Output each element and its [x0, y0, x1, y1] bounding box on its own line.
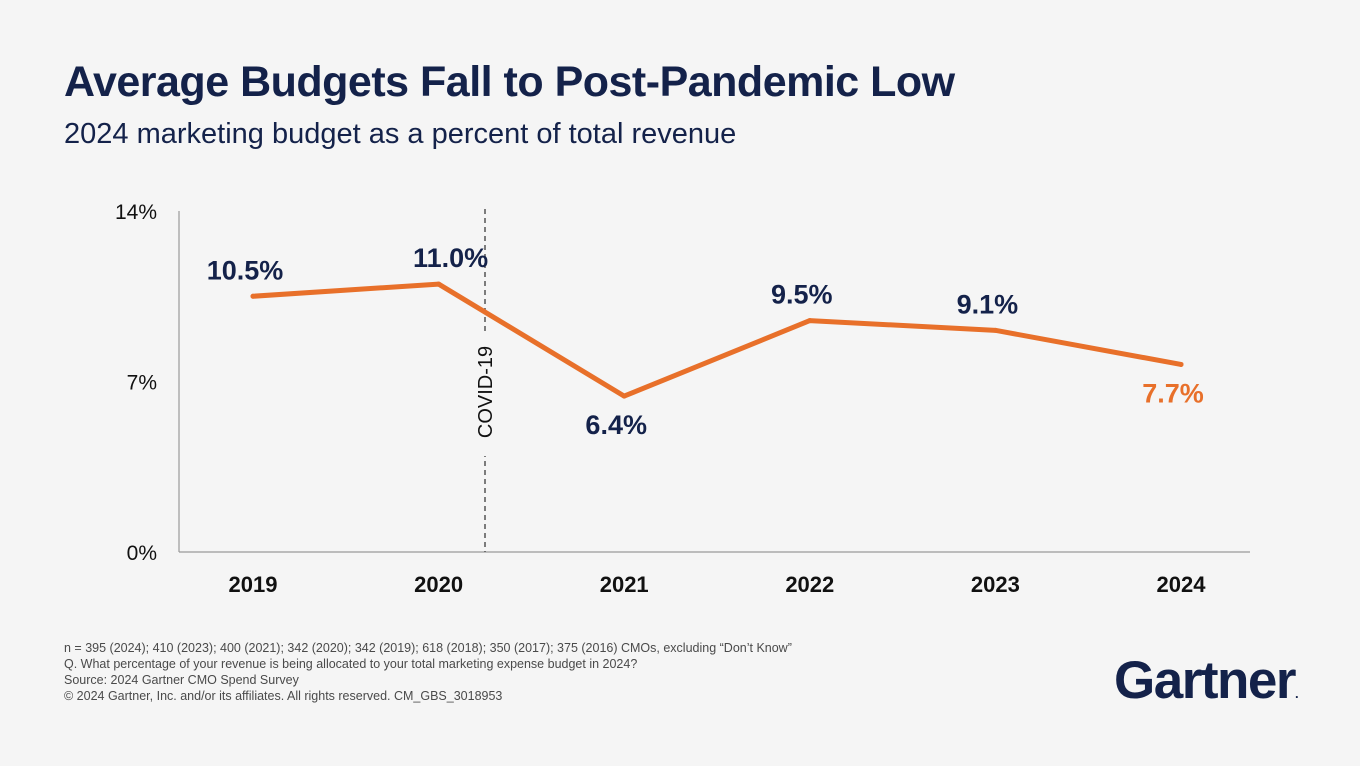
data-labels: 10.5% 11.0% 6.4% 9.5% 9.1% 7.7%	[207, 243, 1204, 440]
data-label-2021: 6.4%	[585, 410, 647, 440]
x-tick-label: 2023	[971, 572, 1020, 597]
x-tick-label: 2024	[1157, 572, 1207, 597]
x-tick-labels: 2019 2020 2021 2022 2023 2024	[229, 572, 1207, 597]
x-tick-label: 2019	[229, 572, 278, 597]
data-label-2019: 10.5%	[207, 255, 284, 285]
data-label-2020: 11.0%	[413, 243, 488, 273]
logo-text: Gartner	[1114, 651, 1296, 710]
x-tick-label: 2020	[414, 572, 463, 597]
data-label-2022: 9.5%	[771, 280, 833, 310]
data-points	[250, 281, 1184, 399]
data-label-2024: 7.7%	[1142, 378, 1204, 408]
chart-title: Average Budgets Fall to Post-Pandemic Lo…	[64, 58, 955, 106]
y-tick-labels: 0% 7% 14%	[115, 201, 157, 565]
y-tick-label: 7%	[127, 372, 157, 395]
covid-label: COVID-19	[475, 346, 497, 438]
data-label-2023: 9.1%	[957, 289, 1019, 319]
data-point-2019	[250, 293, 256, 299]
y-tick-label: 0%	[127, 542, 157, 565]
data-point-2024	[1178, 361, 1184, 367]
footnote-sample-size: n = 395 (2024); 410 (2023); 400 (2021); …	[64, 641, 792, 655]
series-line	[250, 281, 1184, 399]
data-point-2021	[621, 393, 627, 399]
x-tick-label: 2021	[600, 572, 649, 597]
data-point-2023	[992, 327, 998, 333]
gartner-logo: Gartner.	[1114, 650, 1299, 711]
data-point-2022	[807, 318, 813, 324]
footnote-copyright: © 2024 Gartner, Inc. and/or its affiliat…	[64, 689, 503, 703]
footnote-question: Q. What percentage of your revenue is be…	[64, 657, 638, 671]
footnote-source: Source: 2024 Gartner CMO Spend Survey	[64, 673, 299, 687]
data-point-2020	[436, 281, 442, 287]
y-tick-label: 14%	[115, 201, 157, 224]
line-chart: 0% 7% 14% 2019 2020 2021 2022 2023 2024 COVID-1…	[115, 201, 1250, 597]
covid-annotation: COVID-19	[470, 209, 500, 552]
covid-label-background	[470, 332, 500, 456]
x-tick-label: 2022	[785, 572, 834, 597]
chart-subtitle: 2024 marketing budget as a percent of to…	[64, 118, 737, 150]
logo-dot: .	[1294, 686, 1299, 701]
footnotes: n = 395 (2024); 410 (2023); 400 (2021); …	[64, 640, 792, 704]
